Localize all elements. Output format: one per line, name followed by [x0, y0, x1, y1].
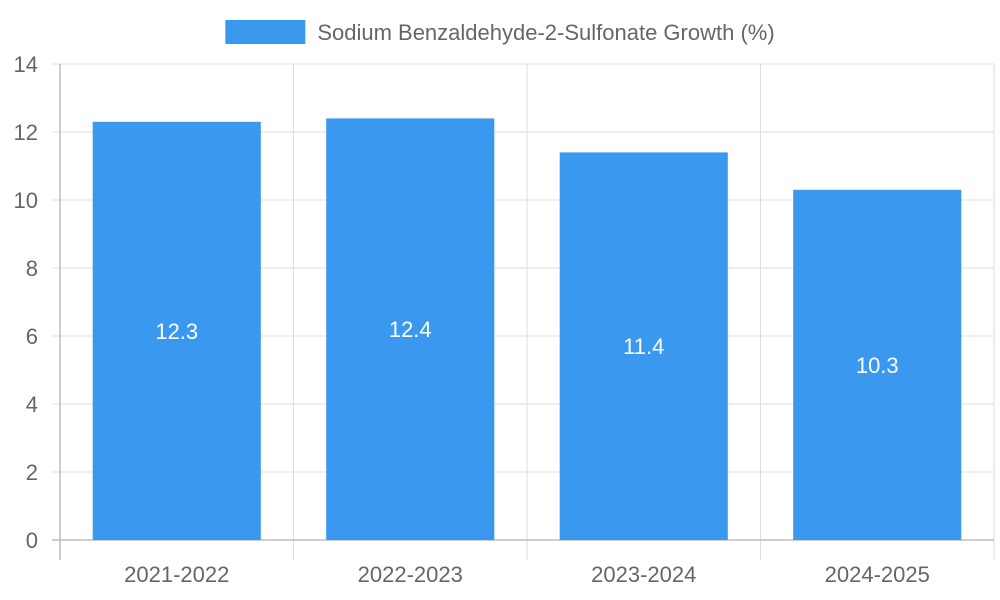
bars-layer — [92, 118, 962, 541]
bar-value-label: 12.4 — [389, 317, 432, 342]
y-tick-label: 6 — [26, 324, 38, 349]
y-tick-label: 10 — [14, 188, 38, 213]
ticks-layer: 0 2 4 6 8 10 12 14 2021-2022 2022-2023 2023-2024 20… — [14, 52, 930, 587]
data-labels-layer: 12.3 12.4 11.4 10.3 — [155, 317, 898, 378]
x-tick-label: 2021-2022 — [124, 562, 229, 587]
bar-value-label: 10.3 — [856, 353, 899, 378]
y-tick-label: 0 — [26, 528, 38, 553]
y-tick-label: 4 — [26, 392, 38, 417]
bar-value-label: 11.4 — [623, 334, 664, 359]
x-tick-label: 2024-2025 — [825, 562, 930, 587]
y-tick-label: 8 — [26, 256, 38, 281]
y-tick-label: 2 — [26, 460, 38, 485]
bar-2021-2022[interactable] — [92, 121, 261, 541]
bar-value-label: 12.3 — [155, 319, 198, 344]
legend-swatch — [225, 20, 306, 44]
bar-2023-2024[interactable] — [559, 152, 728, 540]
bar-2022-2023[interactable] — [326, 118, 495, 541]
legend-label: Sodium Benzaldehyde-2-Sulfonate Growth (… — [317, 20, 774, 45]
y-tick-label: 14 — [14, 52, 38, 77]
x-tick-label: 2022-2023 — [358, 562, 463, 587]
x-tick-label: 2023-2024 — [591, 562, 696, 587]
bar-2024-2025[interactable] — [793, 189, 962, 541]
legend[interactable]: Sodium Benzaldehyde-2-Sulfonate Growth (… — [225, 20, 775, 45]
y-tick-label: 12 — [14, 120, 38, 145]
